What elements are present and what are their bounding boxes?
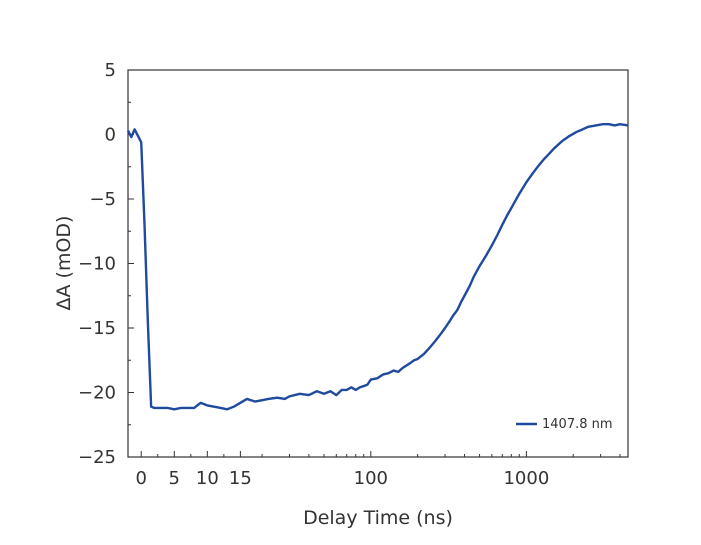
- y-tick-label: −15: [78, 318, 116, 339]
- y-tick-label: 0: [105, 125, 116, 146]
- x-tick-label: 5: [169, 468, 180, 489]
- y-tick-label: −10: [78, 254, 116, 275]
- y-axis-label: ΔA (mOD): [53, 216, 75, 311]
- y-tick-label: −25: [78, 447, 116, 468]
- x-axis-label: Delay Time (ns): [303, 507, 453, 529]
- legend-label: 1407.8 nm: [542, 417, 613, 432]
- y-tick-label: −5: [89, 189, 116, 210]
- series-line-1407-8-nm: [126, 122, 629, 411]
- y-tick-label: −20: [78, 383, 116, 404]
- x-tick-label: 15: [229, 468, 252, 489]
- legend: 1407.8 nm: [516, 417, 613, 432]
- plot-frame: [127, 69, 629, 458]
- x-tick-label: 0: [135, 468, 146, 489]
- x-tick-label: 100: [354, 468, 388, 489]
- x-tick-label: 10: [196, 468, 219, 489]
- y-tick-label: 5: [105, 60, 116, 81]
- y-axis: 5 0 −5 −10 −15 −20 −25: [78, 60, 134, 468]
- x-axis: 0 5 10 15 100 1000: [135, 451, 621, 489]
- x-tick-label: 1000: [503, 468, 549, 489]
